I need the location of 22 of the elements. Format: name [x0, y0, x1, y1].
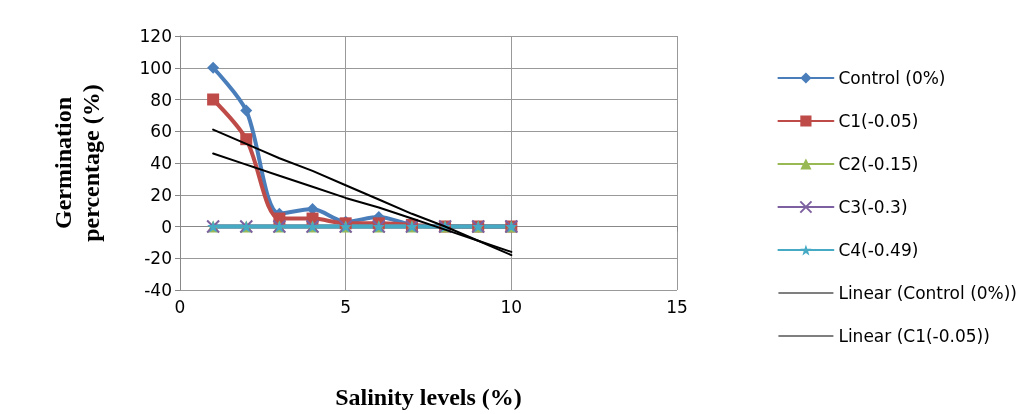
x-axis-title: Salinity levels (%)	[335, 384, 522, 410]
y-tick-label: 60	[150, 121, 172, 142]
y-tick-label: -40	[144, 280, 172, 300]
legend-label: Linear (Control (0%))	[838, 283, 1017, 303]
y-axis-title: Germination percentage (%)	[50, 84, 104, 242]
x-tick-label: 15	[666, 296, 688, 317]
x-tick-label: 10	[500, 296, 523, 317]
x-tick-label: 0	[174, 296, 186, 317]
legend-label: Linear (C1(-0.05))	[838, 326, 990, 346]
y-tick-label: 120	[139, 26, 172, 46]
legend-label: Control (0%)	[838, 68, 946, 88]
legend-label: C2(-0.15)	[838, 154, 919, 174]
y-tick-label: 80	[150, 89, 172, 110]
legend-label: C3(-0.3)	[838, 197, 908, 217]
y-tick-label: 40	[150, 153, 172, 173]
y-tick-label: 0	[161, 216, 172, 237]
x-tick-label: 5	[340, 296, 352, 317]
legend-label: C1(-0.05)	[838, 111, 919, 131]
y-tick-label: 20	[150, 184, 172, 205]
legend-label: C4(-0.49)	[838, 240, 919, 260]
y-tick-label: 100	[139, 57, 172, 78]
y-tick-label: -20	[144, 248, 172, 269]
